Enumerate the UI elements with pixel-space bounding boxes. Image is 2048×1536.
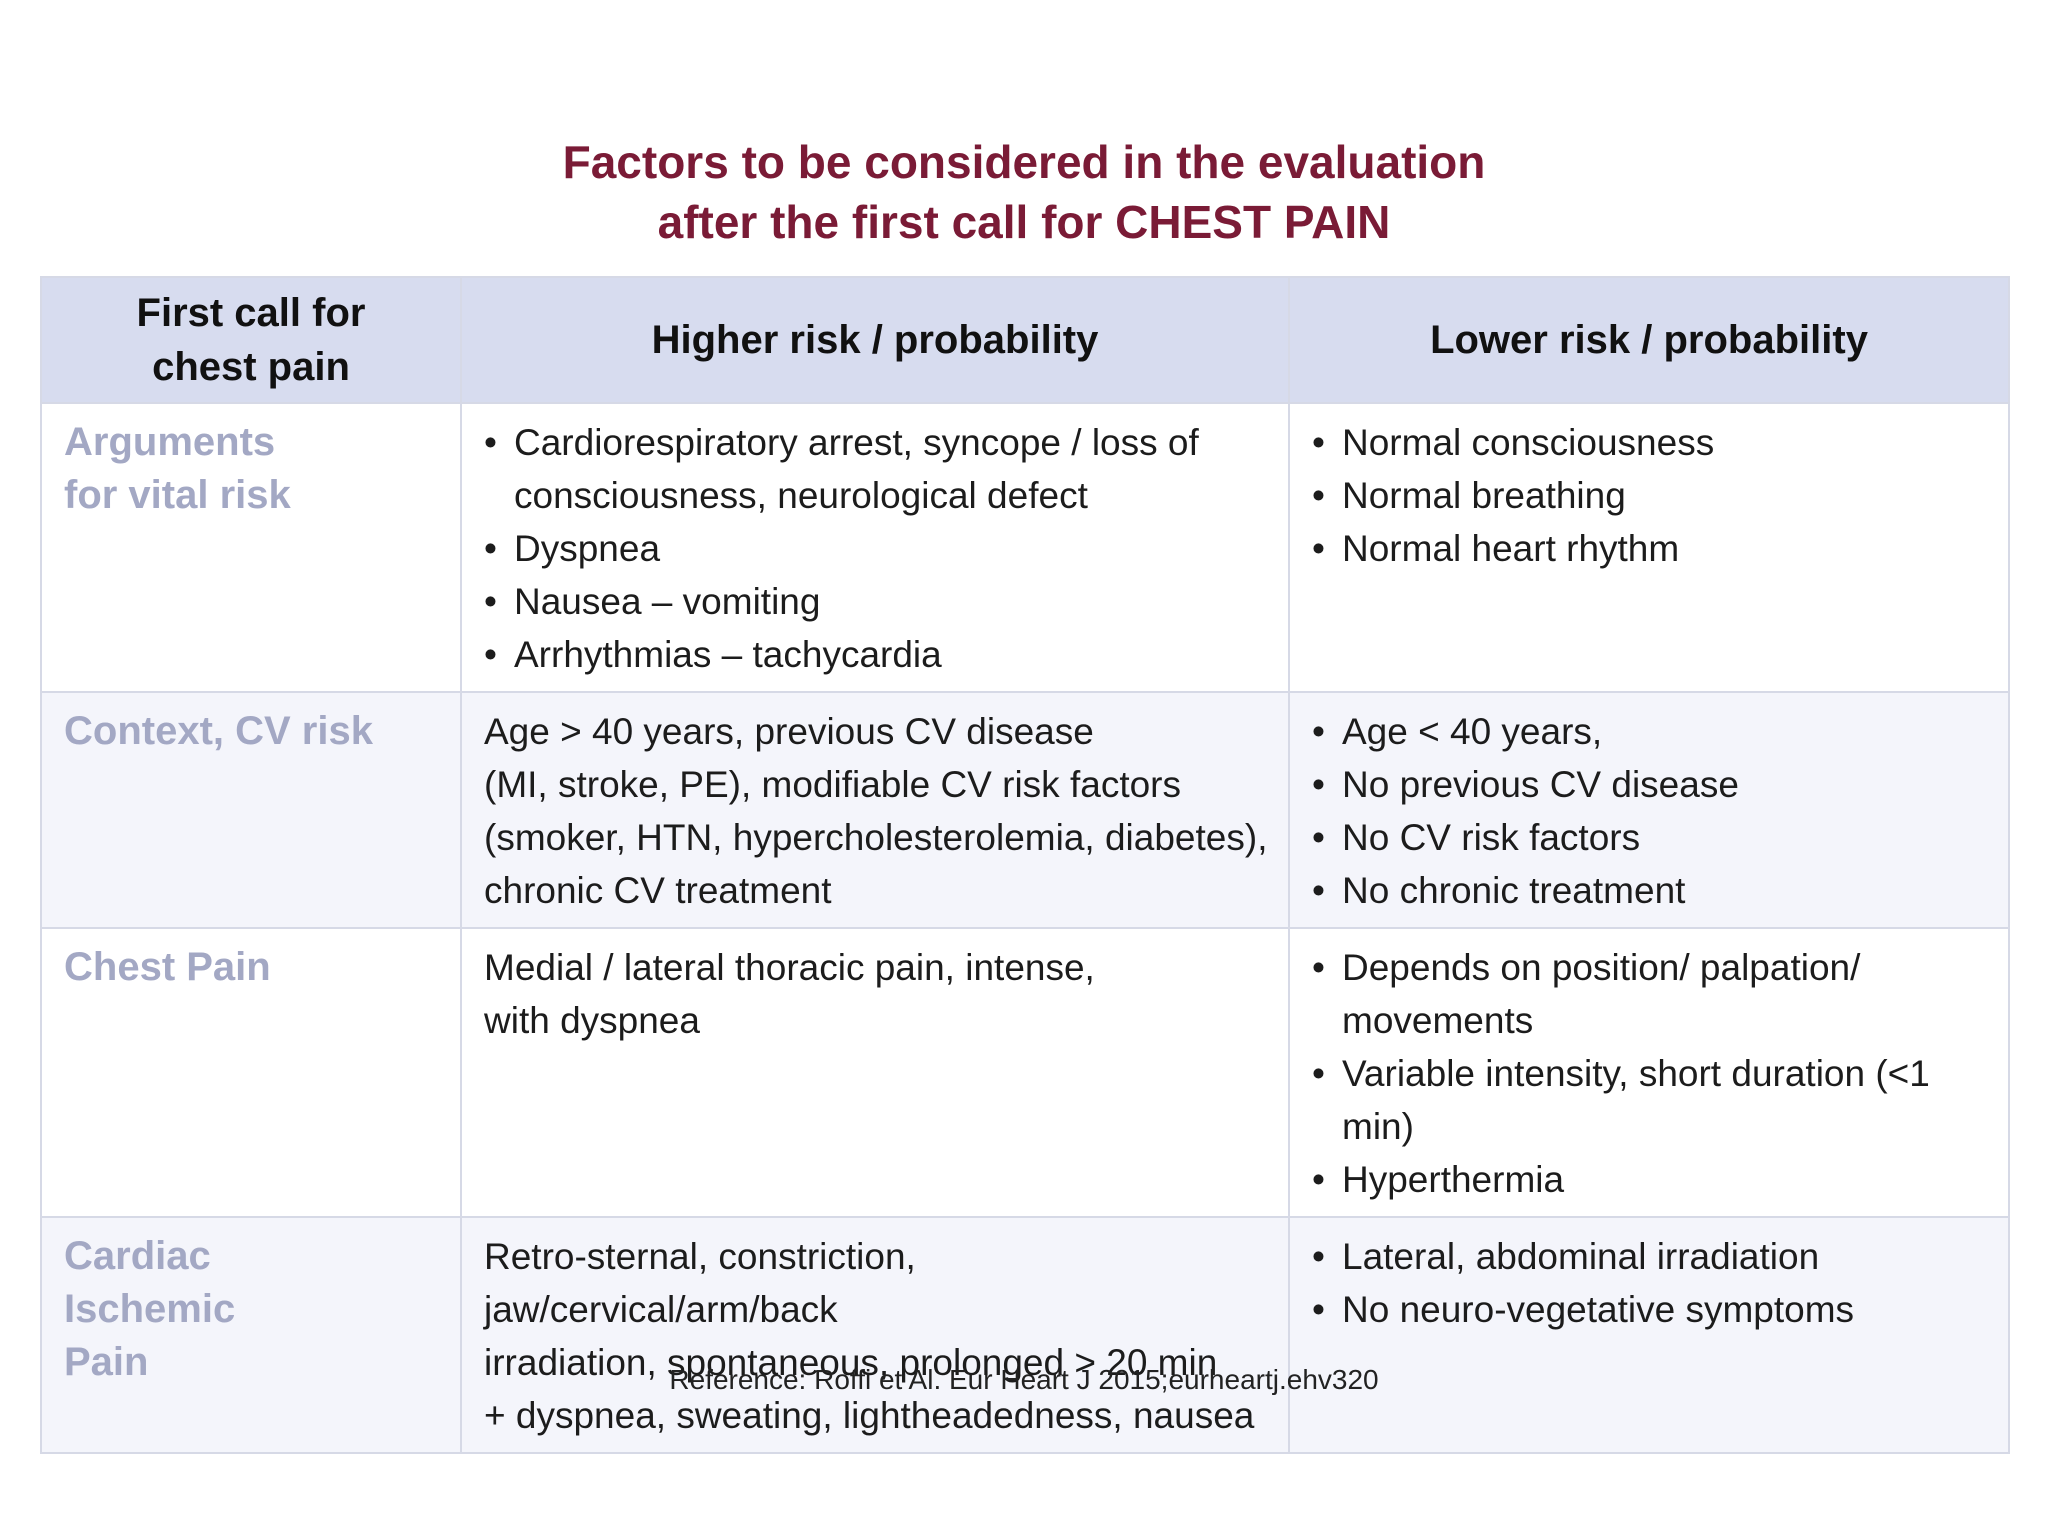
higher-risk-cell: Retro-sternal, constriction, jaw/cervica… bbox=[460, 1216, 1290, 1454]
higher-risk-list: Cardiorespiratory arrest, syncope / loss… bbox=[484, 416, 1270, 681]
text-line: with dyspnea bbox=[484, 1000, 700, 1041]
list-item: Depends on position/ palpation/ movement… bbox=[1312, 941, 1990, 1047]
row-label-cardiac-ischemic-pain: Cardiac Ischemic Pain bbox=[40, 1216, 462, 1454]
lower-risk-list: Age < 40 years, No previous CV disease N… bbox=[1312, 705, 1990, 917]
lower-risk-cell: Normal consciousness Normal breathing No… bbox=[1288, 402, 2010, 693]
text-line: (MI, stroke, PE), modifiable CV risk fac… bbox=[484, 764, 1182, 805]
table-header-row: First call for chest pain Higher risk / … bbox=[40, 276, 2010, 404]
row-label-line: for vital risk bbox=[64, 473, 291, 517]
page-title: Factors to be considered in the evaluati… bbox=[0, 132, 2048, 252]
header-higher-risk: Higher risk / probability bbox=[460, 276, 1290, 404]
lower-risk-list: Normal consciousness Normal breathing No… bbox=[1312, 416, 1990, 575]
text-line: Medial / lateral thoracic pain, intense, bbox=[484, 947, 1095, 988]
text-line: chronic CV treatment bbox=[484, 870, 832, 911]
text-line: Age > 40 years, previous CV disease bbox=[484, 711, 1094, 752]
lower-risk-cell: Depends on position/ palpation/ movement… bbox=[1288, 927, 2010, 1218]
header-first-call: First call for chest pain bbox=[40, 276, 462, 404]
text-line: Retro-sternal, constriction, jaw/cervica… bbox=[484, 1236, 916, 1330]
lower-risk-list: Depends on position/ palpation/ movement… bbox=[1312, 941, 1990, 1206]
higher-risk-cell: Age > 40 years, previous CV disease (MI,… bbox=[460, 691, 1290, 929]
text-line: irradiation, spontaneous, prolonged > 20… bbox=[484, 1342, 1218, 1383]
table-row: Chest Pain Medial / lateral thoracic pai… bbox=[40, 927, 2010, 1218]
list-item: Dyspnea bbox=[484, 522, 1270, 575]
row-label-chest-pain: Chest Pain bbox=[40, 927, 462, 1218]
list-item: Variable intensity, short duration (<1 m… bbox=[1312, 1047, 1990, 1153]
list-item: Nausea – vomiting bbox=[484, 575, 1270, 628]
list-item: No previous CV disease bbox=[1312, 758, 1990, 811]
text-line: + dyspnea, sweating, lightheadedness, na… bbox=[484, 1395, 1255, 1436]
table-row: Arguments for vital risk Cardiorespirato… bbox=[40, 402, 2010, 693]
header-first-call-line-1: First call for bbox=[136, 291, 366, 335]
row-label-line: Pain bbox=[64, 1340, 149, 1384]
lower-risk-cell: Lateral, abdominal irradiation No neuro-… bbox=[1288, 1216, 2010, 1454]
title-line-1: Factors to be considered in the evaluati… bbox=[562, 136, 1486, 188]
row-label-context-cv-risk: Context, CV risk bbox=[40, 691, 462, 929]
header-lower-risk: Lower risk / probability bbox=[1288, 276, 2010, 404]
list-item: Arrhythmias – tachycardia bbox=[484, 628, 1270, 681]
list-item: Normal consciousness bbox=[1312, 416, 1990, 469]
row-label-line: Cardiac bbox=[64, 1234, 211, 1278]
row-label-line: Context, CV risk bbox=[64, 709, 373, 753]
lower-risk-list: Lateral, abdominal irradiation No neuro-… bbox=[1312, 1230, 1990, 1336]
list-item: Normal breathing bbox=[1312, 469, 1990, 522]
lower-risk-cell: Age < 40 years, No previous CV disease N… bbox=[1288, 691, 2010, 929]
text-line: (smoker, HTN, hypercholesterolemia, diab… bbox=[484, 817, 1268, 858]
list-item: Cardiorespiratory arrest, syncope / loss… bbox=[484, 416, 1270, 522]
reference-citation: Reference: Roffi et Al. Eur Heart J 2015… bbox=[669, 1364, 1379, 1395]
list-item: No neuro-vegetative symptoms bbox=[1312, 1283, 1990, 1336]
header-first-call-line-2: chest pain bbox=[152, 345, 350, 389]
higher-risk-cell: Cardiorespiratory arrest, syncope / loss… bbox=[460, 402, 1290, 693]
evaluation-table: First call for chest pain Higher risk / … bbox=[40, 276, 2010, 1454]
higher-risk-cell: Medial / lateral thoracic pain, intense,… bbox=[460, 927, 1290, 1218]
table-row: Cardiac Ischemic Pain Retro-sternal, con… bbox=[40, 1216, 2010, 1454]
row-label-line: Ischemic bbox=[64, 1287, 236, 1331]
list-item: No CV risk factors bbox=[1312, 811, 1990, 864]
list-item: Hyperthermia bbox=[1312, 1153, 1990, 1206]
list-item: Normal heart rhythm bbox=[1312, 522, 1990, 575]
list-item: No chronic treatment bbox=[1312, 864, 1990, 917]
list-item: Lateral, abdominal irradiation bbox=[1312, 1230, 1990, 1283]
table-row: Context, CV risk Age > 40 years, previou… bbox=[40, 691, 2010, 929]
title-line-2: after the first call for CHEST PAIN bbox=[657, 196, 1391, 248]
row-label-line: Chest Pain bbox=[64, 945, 271, 989]
row-label-line: Arguments bbox=[64, 420, 276, 464]
row-label-vital-risk: Arguments for vital risk bbox=[40, 402, 462, 693]
list-item: Age < 40 years, bbox=[1312, 705, 1990, 758]
